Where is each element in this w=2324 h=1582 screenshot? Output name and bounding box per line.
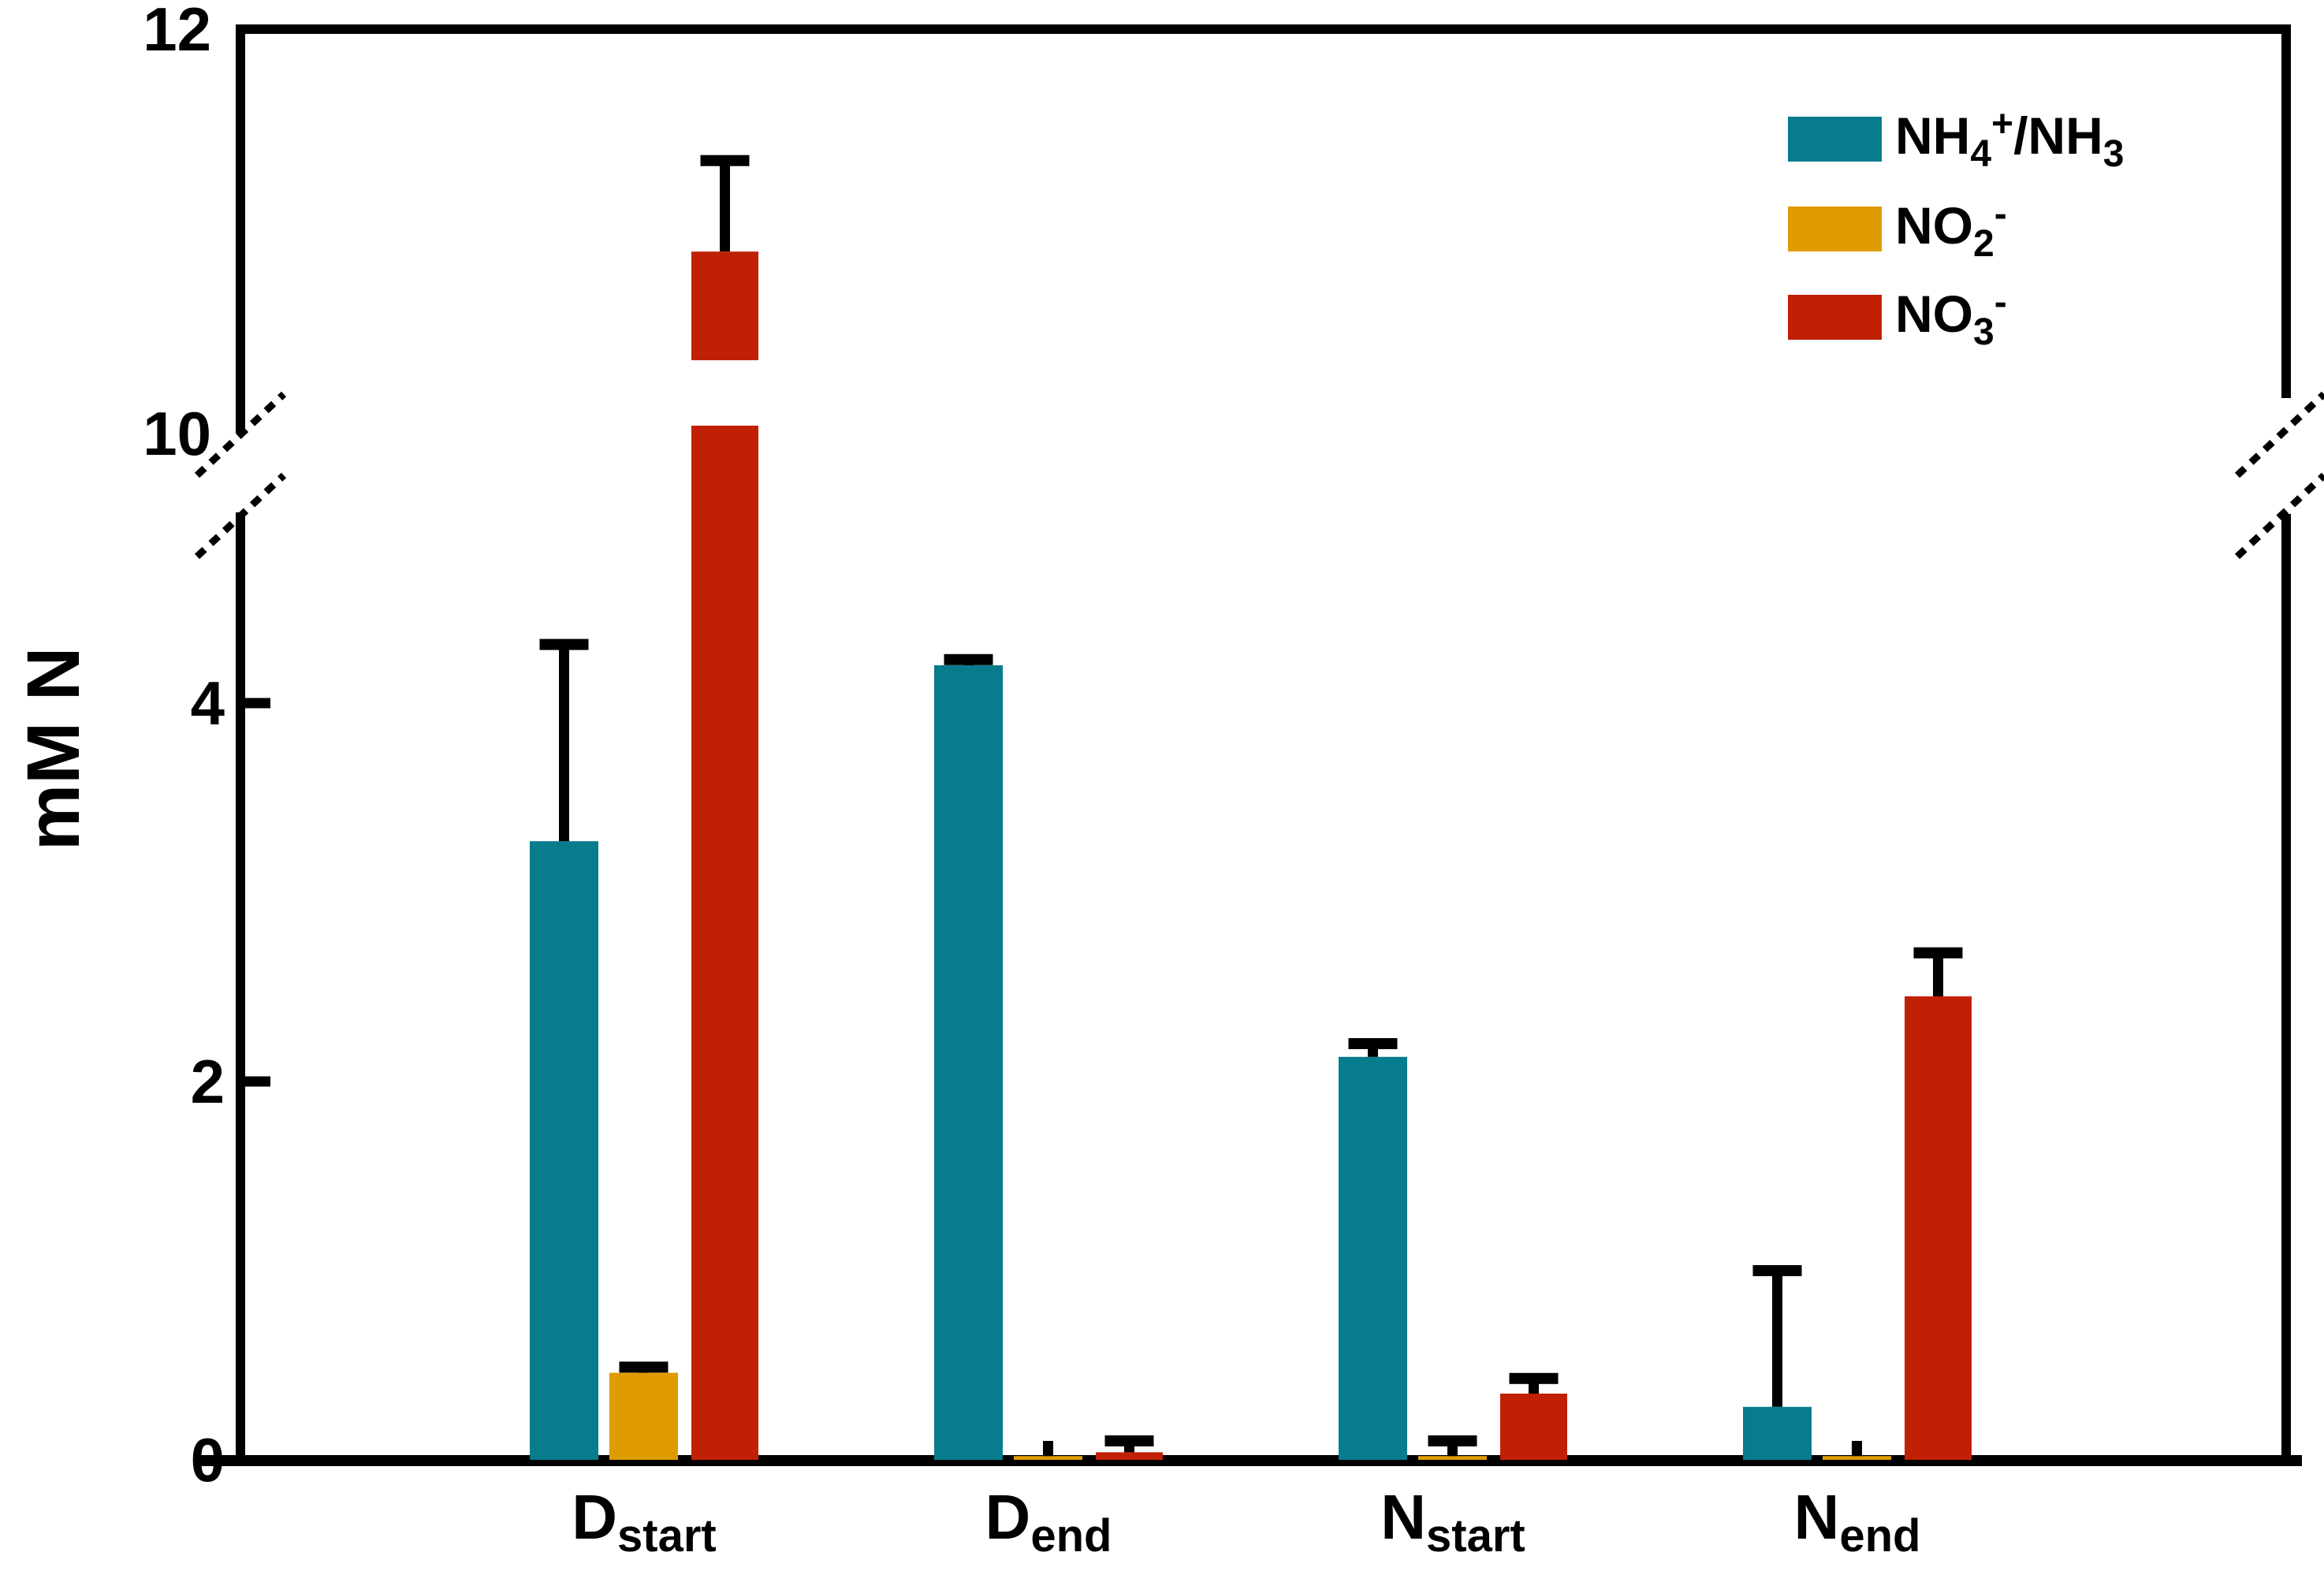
- error-cap-d-start-no3: [700, 154, 750, 166]
- bar-n-end-no2: [1823, 1456, 1891, 1460]
- error-cap-d-end-no3: [1104, 1435, 1154, 1446]
- error-cap-d-end-nh4: [944, 653, 993, 665]
- bar-d-start-no3-upper: [691, 251, 758, 360]
- bar-d-end-no2: [1014, 1456, 1082, 1460]
- x-category-label-d-start: Dstart: [572, 1482, 717, 1562]
- y-axis-upper-segment: [236, 24, 245, 434]
- axis-break-mark: [194, 472, 287, 560]
- y-tick-label-0: 0: [191, 1425, 225, 1495]
- x-category-label-d-end: Dend: [985, 1482, 1112, 1562]
- y-tick-label-12: 12: [143, 0, 211, 64]
- bar-n-start-no2: [1418, 1456, 1487, 1460]
- error-cap-d-start-no2: [619, 1361, 669, 1373]
- bar-n-start-no3: [1500, 1394, 1567, 1460]
- legend-swatch-no3: [1788, 295, 1882, 340]
- bar-n-end-nh4: [1743, 1406, 1812, 1460]
- y-tick-label-10: 10: [143, 399, 211, 468]
- axis-break-mark: [2234, 472, 2324, 560]
- legend-label-no3: NO3-: [1895, 281, 2007, 353]
- x-category-label-n-start: Nstart: [1380, 1482, 1525, 1562]
- right-axis-lower-segment: [2281, 514, 2291, 1460]
- bar-d-end-nh4: [934, 665, 1003, 1460]
- y-axis-lower-segment: [236, 512, 245, 1460]
- error-cap-n-start-no3: [1509, 1372, 1559, 1384]
- legend-label-nh4: NH4+/NH3: [1895, 103, 2124, 175]
- error-cap-n-end-nh4: [1752, 1265, 1802, 1276]
- legend-swatch-nh4: [1788, 117, 1882, 162]
- frame-top: [236, 24, 2291, 34]
- bar-n-end-no3: [1905, 996, 1972, 1460]
- y-tick-label-2: 2: [191, 1047, 225, 1116]
- error-cap-n-start-no2: [1428, 1435, 1477, 1446]
- bar-d-start-nh4: [530, 841, 598, 1460]
- legend: NH4+/NH3 NO2- NO3-: [1788, 103, 2124, 353]
- x-axis-line: [201, 1455, 2302, 1466]
- bar-d-start-no3-lower: [691, 426, 758, 1460]
- error-cap-d-start-nh4: [539, 638, 589, 650]
- axis-break-mark: [194, 391, 287, 478]
- right-axis-upper-segment: [2281, 24, 2291, 398]
- y-axis-title: mM N: [12, 647, 95, 851]
- y-tick-2: [241, 1076, 270, 1087]
- bar-n-start-nh4: [1339, 1056, 1407, 1460]
- y-tick-4: [241, 698, 270, 709]
- axis-break-mark: [2234, 391, 2324, 478]
- bar-d-start-no2: [609, 1372, 678, 1460]
- legend-label-no2: NO2-: [1895, 193, 2007, 265]
- legend-swatch-no2: [1788, 207, 1882, 251]
- y-tick-label-4: 4: [191, 668, 225, 738]
- bar-d-end-no3: [1096, 1452, 1163, 1460]
- error-cap-n-end-no3: [1913, 947, 1963, 959]
- error-cap-n-start-nh4: [1348, 1038, 1398, 1049]
- x-category-label-n-end: Nend: [1794, 1482, 1921, 1562]
